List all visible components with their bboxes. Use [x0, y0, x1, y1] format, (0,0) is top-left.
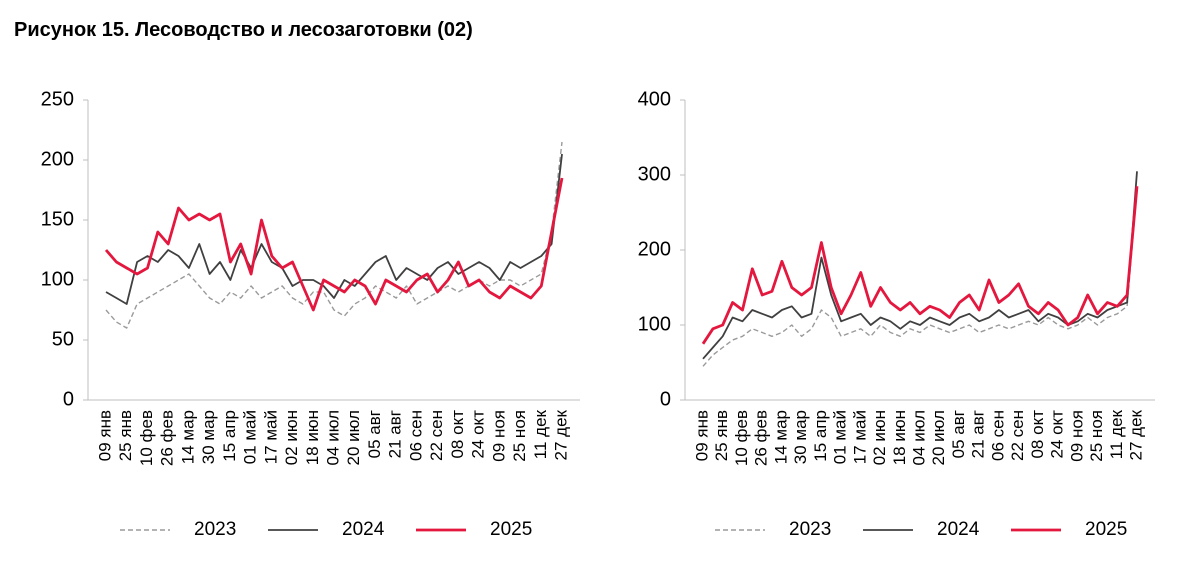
series-line: [702, 189, 1138, 367]
y-tick-label: 250: [41, 88, 74, 110]
x-tick-label: 09 янв: [692, 410, 711, 461]
x-tick-label: 05 авг: [365, 410, 384, 458]
series-line: [104, 177, 564, 312]
x-tick-label: 18 июн: [890, 410, 909, 465]
x-tick-label: 30 мар: [199, 410, 218, 464]
y-tick-label: 0: [63, 388, 74, 410]
legend-item: 2023: [120, 519, 236, 540]
x-tick-label: 02 июн: [282, 410, 301, 465]
x-tick-label: 25 янв: [116, 410, 135, 461]
x-tick-label: 11 дек: [1107, 409, 1126, 459]
x-tick-label: 08 окт: [1028, 410, 1047, 459]
x-tick-label: 01 май: [831, 410, 850, 464]
x-tick-label: 25 янв: [712, 410, 731, 461]
x-tick-label: 15 апр: [220, 410, 239, 462]
x-tick-label: 10 фев: [732, 410, 751, 466]
x-tick-label: 21 авг: [969, 410, 988, 458]
figure-title: Рисунок 15. Лесоводство и лесозаготовки …: [14, 19, 473, 41]
x-tick-label: 24 окт: [1048, 410, 1067, 459]
series-line: [702, 171, 1138, 360]
legend-item: 2024: [863, 519, 980, 540]
x-tick-label: 27 дек: [1126, 409, 1145, 460]
x-tick-label: 17 май: [850, 410, 869, 464]
y-tick-label: 100: [638, 313, 671, 335]
x-tick-label: 08 окт: [448, 410, 467, 459]
x-tick-label: 20 июл: [344, 410, 363, 465]
x-tick-label: 24 окт: [469, 410, 488, 459]
y-tick-label: 150: [41, 208, 74, 230]
x-tick-label: 30 мар: [791, 410, 810, 464]
series-line: [701, 186, 1139, 345]
chart: 0 100 200 300 400 09 янв 25 янв 10 фев 26 фев 14 …: [638, 88, 1155, 540]
x-tick-label: 20 июл: [929, 410, 948, 465]
legend-item: 2024: [268, 519, 385, 540]
y-tick-label: 100: [41, 268, 74, 290]
x-tick-label: 06 сен: [988, 410, 1007, 461]
legend-label: 2024: [342, 519, 385, 540]
y-tick-label: 400: [638, 88, 671, 110]
x-tick-label: 09 янв: [95, 410, 114, 461]
x-tick-label: 21 авг: [386, 410, 405, 458]
legend-item: 2025: [1011, 519, 1127, 540]
x-tick-label: 25 ноя: [510, 410, 529, 462]
legend-label: 2025: [1085, 519, 1127, 540]
x-tick-label: 22 сен: [1008, 410, 1027, 461]
legend-label: 2023: [194, 519, 236, 540]
y-tick-label: 50: [52, 328, 74, 350]
x-tick-label: 26 фев: [752, 410, 771, 466]
y-tick-label: 200: [638, 238, 671, 260]
x-tick-label: 18 июн: [303, 410, 322, 465]
x-tick-label: 11 дек: [531, 409, 550, 459]
series-line: [105, 153, 563, 305]
x-tick-label: 04 июл: [323, 410, 342, 465]
x-tick-label: 26 фев: [158, 410, 177, 466]
x-tick-label: 06 сен: [406, 410, 425, 461]
x-tick-label: 02 июн: [870, 410, 889, 465]
legend-label: 2025: [490, 519, 532, 540]
y-tick-label: 0: [660, 388, 671, 410]
x-tick-label: 15 апр: [811, 410, 830, 462]
x-tick-label: 01 май: [241, 410, 260, 464]
x-tick-label: 14 мар: [771, 410, 790, 464]
x-tick-label: 22 сен: [427, 410, 446, 461]
x-tick-label: 10 фев: [137, 410, 156, 466]
y-tick-label: 200: [41, 148, 74, 170]
x-tick-label: 25 ноя: [1087, 410, 1106, 462]
legend-item: 2025: [416, 519, 532, 540]
x-tick-label: 17 май: [261, 410, 280, 464]
x-tick-label: 27 дек: [551, 409, 570, 460]
x-tick-label: 09 ноя: [1067, 410, 1086, 462]
series-line: [105, 141, 563, 329]
y-tick-label: 300: [638, 163, 671, 185]
legend-item: 2023: [715, 519, 831, 540]
legend-label: 2024: [937, 519, 980, 540]
x-tick-label: 09 ноя: [489, 410, 508, 462]
x-tick-label: 04 июл: [909, 410, 928, 465]
x-tick-label: 14 мар: [178, 410, 197, 464]
x-tick-label: 05 авг: [949, 410, 968, 458]
legend-label: 2023: [789, 519, 831, 540]
